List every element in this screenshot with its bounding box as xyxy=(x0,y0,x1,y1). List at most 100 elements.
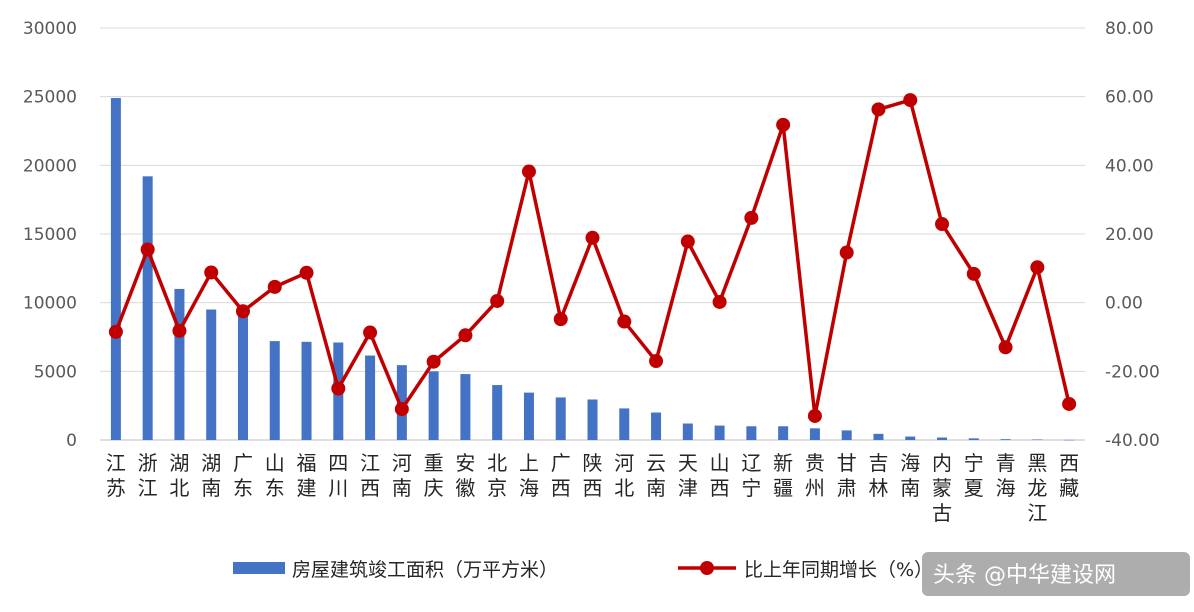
right-axis-tick-label: 0.00 xyxy=(1105,294,1143,314)
category-label: 吉林 xyxy=(868,451,888,500)
legend-bar-label: 房屋建筑竣工面积（万平方米） xyxy=(292,559,558,581)
bar xyxy=(428,371,439,440)
category-label: 重庆 xyxy=(424,451,444,500)
category-label: 陕西 xyxy=(583,451,603,500)
category-label: 河南 xyxy=(392,451,412,500)
left-axis-tick-label: 5000 xyxy=(34,362,77,382)
category-label: 海南 xyxy=(900,451,920,500)
bar xyxy=(682,423,693,440)
bar xyxy=(460,374,471,440)
bar xyxy=(968,438,979,440)
right-axis-tick-label: 80.00 xyxy=(1105,19,1154,39)
category-label: 甘肃 xyxy=(837,451,857,500)
bar xyxy=(555,397,566,440)
bar xyxy=(492,385,503,440)
bar xyxy=(746,426,757,440)
bar xyxy=(365,355,376,440)
bar xyxy=(1032,439,1043,440)
growth-point xyxy=(363,325,378,340)
category-label: 内蒙古 xyxy=(932,451,952,525)
bar xyxy=(714,425,725,440)
growth-point xyxy=(108,324,123,339)
left-axis-tick-label: 0 xyxy=(66,431,77,451)
growth-point xyxy=(585,230,600,245)
left-axis-tick-label: 20000 xyxy=(23,156,77,176)
growth-point xyxy=(458,328,473,343)
watermark-background xyxy=(922,552,1190,596)
left-axis-tick-label: 15000 xyxy=(23,225,77,245)
right-axis-tick-label: -20.00 xyxy=(1105,362,1160,382)
growth-point xyxy=(617,314,632,329)
watermark-text: 头条 @中华建设网 xyxy=(933,563,1116,588)
right-axis-tick-label: 20.00 xyxy=(1105,225,1154,245)
category-label: 云南 xyxy=(646,451,666,500)
category-label: 西藏 xyxy=(1059,451,1079,500)
growth-point xyxy=(998,340,1013,355)
right-axis-tick-label: 40.00 xyxy=(1105,156,1154,176)
growth-line xyxy=(114,98,1071,418)
bar xyxy=(905,436,916,440)
bar xyxy=(269,341,280,440)
bar xyxy=(873,433,884,440)
growth-point xyxy=(299,265,314,280)
growth-point xyxy=(871,102,886,117)
category-label: 宁夏 xyxy=(964,451,984,500)
legend-line-label: 比上年同期增长（%） xyxy=(744,559,933,581)
growth-point xyxy=(903,93,918,108)
legend-line-marker xyxy=(700,561,714,575)
bar xyxy=(809,428,820,440)
category-label: 贵州 xyxy=(805,451,825,500)
category-label: 北京 xyxy=(487,451,507,500)
bar xyxy=(237,312,248,440)
bar xyxy=(301,341,312,440)
growth-point xyxy=(490,293,505,308)
growth-point xyxy=(426,354,441,369)
growth-point xyxy=(172,323,187,338)
category-label: 广东 xyxy=(233,451,253,500)
right-axis-tick-label: -40.00 xyxy=(1105,431,1160,451)
category-label: 新疆 xyxy=(773,451,793,500)
growth-point xyxy=(1030,260,1045,275)
category-label: 山东 xyxy=(265,451,285,500)
growth-point xyxy=(331,381,346,396)
growth-point xyxy=(776,117,791,132)
category-label: 山西 xyxy=(710,451,730,500)
category-label: 江西 xyxy=(360,451,380,500)
growth-point xyxy=(521,164,536,179)
growth-point xyxy=(712,294,727,309)
category-label: 辽宁 xyxy=(741,451,761,500)
bar xyxy=(651,412,662,440)
category-label: 浙江 xyxy=(138,451,158,500)
growth-point xyxy=(267,279,282,294)
category-label: 福建 xyxy=(297,451,317,500)
bar xyxy=(174,288,185,440)
category-label: 江苏 xyxy=(106,451,126,500)
bar xyxy=(778,426,789,440)
category-label: 天津 xyxy=(678,451,698,500)
growth-point xyxy=(744,210,759,225)
bar xyxy=(619,408,630,440)
left-axis-tick-label: 25000 xyxy=(23,88,77,108)
category-label: 四川 xyxy=(328,451,348,500)
growth-point xyxy=(839,245,854,260)
category-label: 黑龙江 xyxy=(1027,451,1047,525)
legend-bar-swatch xyxy=(233,562,285,574)
right-axis-tick-label: 60.00 xyxy=(1105,88,1154,108)
growth-point xyxy=(204,265,219,280)
growth-point xyxy=(680,234,695,249)
bar xyxy=(206,309,217,440)
left-axis-tick-label: 10000 xyxy=(23,294,77,314)
growth-point xyxy=(1062,396,1077,411)
bar xyxy=(110,98,121,440)
bar xyxy=(841,430,852,440)
category-label: 上海 xyxy=(519,451,539,500)
left-axis-tick-label: 30000 xyxy=(23,19,77,39)
bar xyxy=(937,437,948,440)
category-label: 青海 xyxy=(996,451,1016,500)
category-label: 湖南 xyxy=(201,451,221,500)
growth-point xyxy=(935,217,950,232)
growth-point xyxy=(394,402,409,417)
category-label: 河北 xyxy=(614,451,634,500)
